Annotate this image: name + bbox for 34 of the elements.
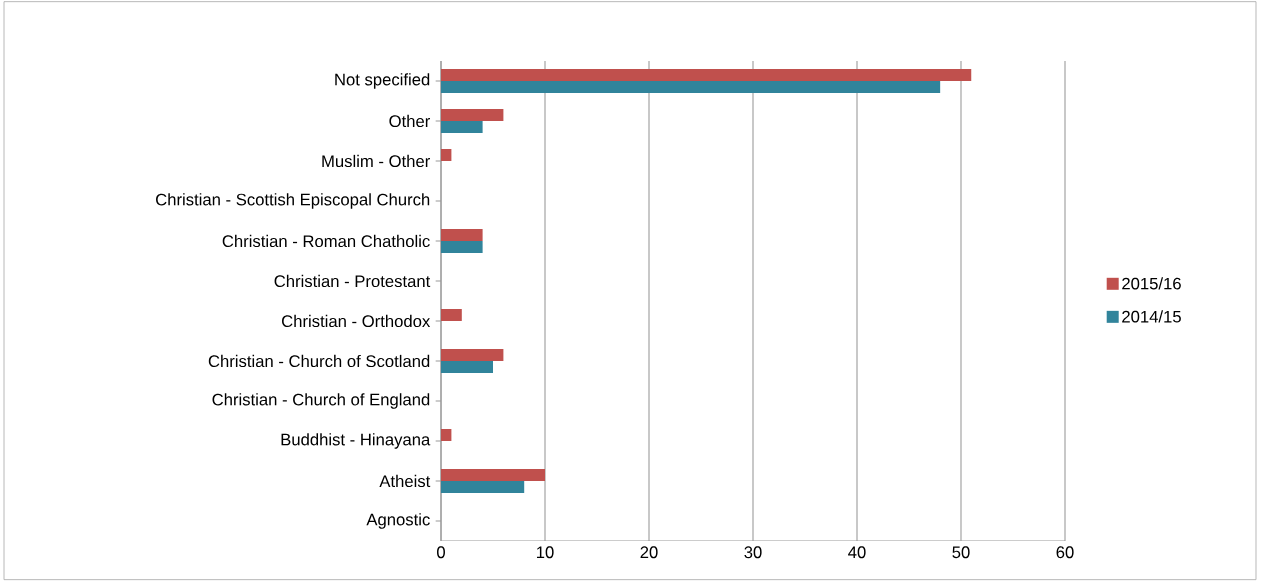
bar (441, 468, 545, 481)
x-tick-label: 60 (1056, 546, 1074, 559)
bar (441, 80, 941, 93)
bar (441, 148, 452, 161)
y-tick-label: Atheist (379, 474, 431, 488)
legend-label: 2014/15 (1122, 310, 1181, 323)
y-tick-label: Christian - Roman Chatholic (222, 234, 430, 248)
x-tick-label: 40 (848, 546, 866, 559)
y-tick-label: Other (389, 114, 431, 128)
bar (441, 308, 462, 321)
bar (441, 108, 504, 121)
y-tick-label: Buddhist - Hinayana (281, 433, 431, 449)
bar (441, 428, 452, 441)
bar (441, 228, 483, 241)
bar (441, 360, 493, 373)
y-tick-label: Christian - Church of England (212, 393, 430, 409)
bar (441, 348, 504, 361)
x-tick-label: 30 (744, 546, 762, 559)
x-tick-label: 0 (437, 546, 445, 559)
y-tick-label: Not specified (335, 73, 430, 89)
y-tick-label: Christian - Protestant (274, 274, 431, 288)
x-tick-label: 10 (537, 546, 554, 559)
y-tick-label: Agnostic (366, 513, 430, 529)
bar (441, 68, 972, 81)
y-tick-label: Christian - Orthodox (282, 314, 431, 328)
y-tick-label: Muslim - Other (322, 154, 430, 168)
x-tick-label: 50 (952, 546, 970, 559)
legend-label: 2015/16 (1122, 277, 1181, 290)
x-tick-label: 20 (640, 546, 658, 559)
bar (441, 120, 483, 133)
bar (441, 480, 525, 493)
bar (441, 240, 483, 253)
y-tick-label: Christian - Church of Scotland (208, 354, 430, 368)
y-tick-label: Christian - Scottish Episcopal Church (156, 193, 430, 209)
